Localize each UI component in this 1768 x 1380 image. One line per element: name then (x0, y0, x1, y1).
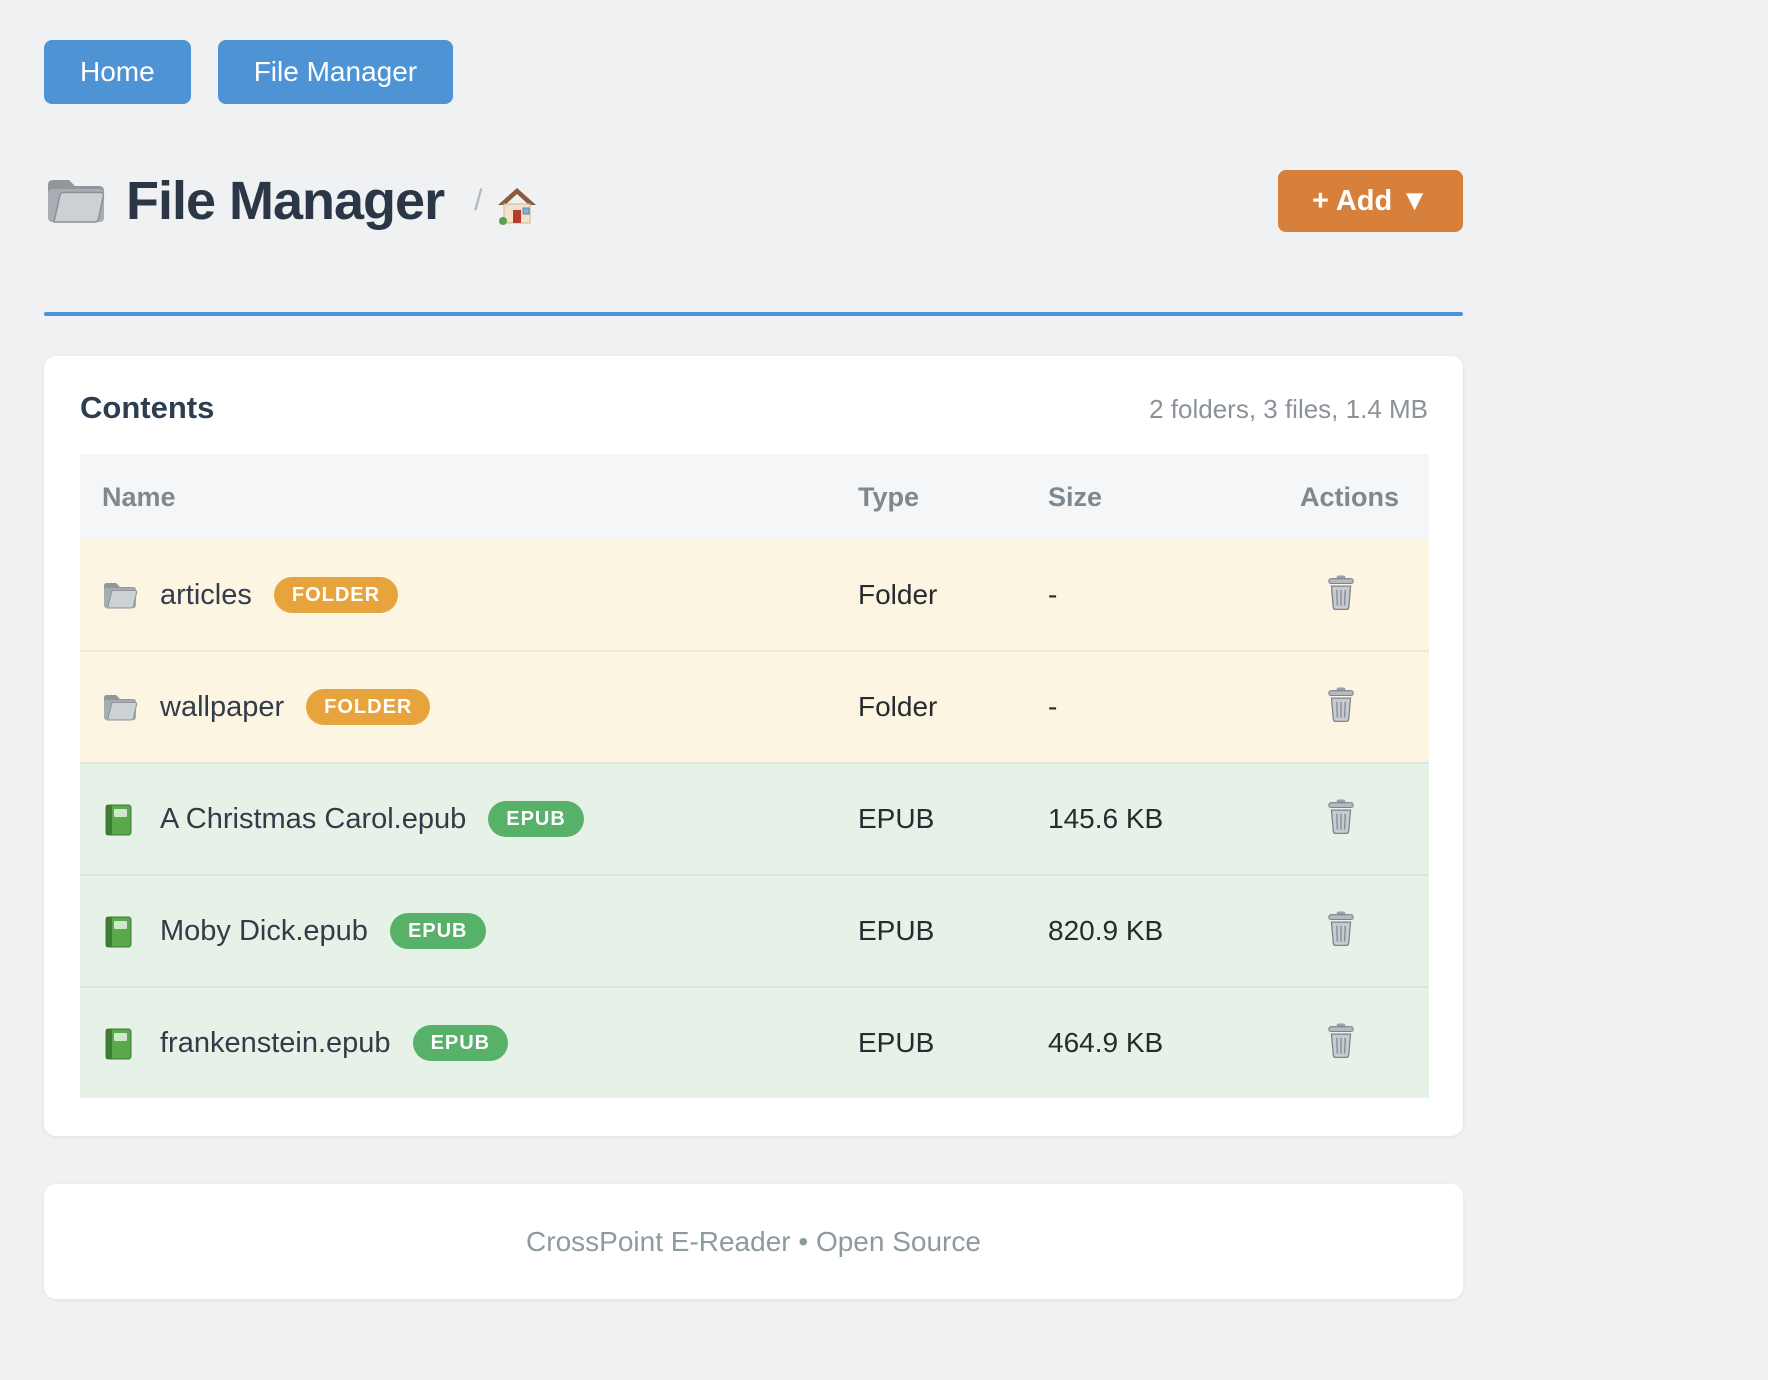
file-name: Moby Dick.epub (160, 914, 368, 947)
actions-cell (1300, 575, 1429, 616)
column-header-type: Type (858, 481, 920, 512)
file-link[interactable]: frankenstein.epub EPUB (102, 1025, 858, 1061)
epub-badge: EPUB (488, 801, 584, 837)
type-cell: EPUB (858, 1027, 935, 1058)
table-header-row: Name Type Size Actions (80, 454, 1429, 540)
type-cell: Folder (858, 579, 938, 610)
folder-link[interactable]: wallpaper FOLDER (102, 689, 858, 725)
type-cell: EPUB (858, 915, 935, 946)
add-button[interactable]: + Add ▼ (1277, 170, 1463, 232)
folder-icon (44, 175, 106, 227)
folder-link[interactable]: articles FOLDER (102, 577, 858, 613)
trash-icon (1328, 799, 1354, 834)
trash-icon (1328, 1023, 1354, 1058)
table-row: wallpaper FOLDER Folder - (80, 650, 1429, 762)
trash-icon (1328, 687, 1354, 722)
trash-icon (1328, 575, 1354, 610)
table-row: A Christmas Carol.epub EPUB EPUB 145.6 K… (80, 762, 1429, 874)
actions-cell (1300, 911, 1429, 952)
page-content: Home File Manager File Manager / + Add ▼ (44, 0, 1463, 1299)
page-header: File Manager / + Add ▼ (44, 170, 1463, 232)
file-manager-nav-button[interactable]: File Manager (217, 40, 454, 104)
size-cell: 820.9 KB (1048, 915, 1164, 946)
column-header-size: Size (1048, 481, 1103, 512)
delete-button[interactable] (1325, 687, 1357, 723)
footer: CrossPoint E-Reader • Open Source (44, 1184, 1463, 1299)
size-cell: - (1048, 691, 1058, 722)
contents-title: Contents (80, 390, 215, 425)
top-nav: Home File Manager (44, 0, 1463, 104)
size-cell: - (1048, 579, 1058, 610)
delete-button[interactable] (1325, 799, 1357, 835)
size-cell: 145.6 KB (1048, 803, 1164, 834)
file-name: articles (160, 578, 252, 611)
file-name: A Christmas Carol.epub (160, 802, 467, 835)
delete-button[interactable] (1325, 575, 1357, 611)
name-cell: frankenstein.epub EPUB (80, 1025, 858, 1061)
actions-cell (1300, 1023, 1429, 1064)
delete-button[interactable] (1325, 911, 1357, 947)
delete-button[interactable] (1325, 1023, 1357, 1059)
table-row: articles FOLDER Folder - (80, 540, 1429, 650)
trash-icon (1328, 911, 1354, 946)
folder-icon (102, 579, 138, 611)
file-name: wallpaper (160, 690, 285, 723)
file-name: frankenstein.epub (160, 1026, 391, 1059)
size-cell: 464.9 KB (1048, 1027, 1164, 1058)
contents-card-header: Contents 2 folders, 3 files, 1.4 MB (80, 390, 1428, 426)
name-cell: wallpaper FOLDER (80, 689, 858, 725)
epub-badge: EPUB (389, 913, 486, 949)
table-row: frankenstein.epub EPUB EPUB 464.9 KB (80, 986, 1429, 1098)
breadcrumb-separator: / (474, 184, 483, 217)
column-header-actions: Actions (1300, 481, 1400, 512)
book-icon (102, 1027, 138, 1060)
header-divider (44, 312, 1463, 316)
table-row: Moby Dick.epub EPUB EPUB 820.9 KB (80, 874, 1429, 986)
type-cell: EPUB (858, 803, 935, 834)
file-link[interactable]: A Christmas Carol.epub EPUB (102, 801, 858, 837)
house-icon[interactable] (496, 186, 538, 226)
file-table: Name Type Size Actions (80, 454, 1429, 1098)
actions-cell (1300, 687, 1429, 728)
actions-cell (1300, 799, 1429, 840)
folder-icon (102, 691, 138, 723)
contents-summary: 2 folders, 3 files, 1.4 MB (1149, 394, 1428, 424)
footer-text: CrossPoint E-Reader • Open Source (526, 1225, 981, 1257)
home-nav-button[interactable]: Home (44, 40, 191, 104)
name-cell: Moby Dick.epub EPUB (80, 913, 858, 949)
page-title: File Manager (126, 171, 445, 231)
column-header-name: Name (102, 481, 176, 512)
contents-card: Contents 2 folders, 3 files, 1.4 MB Name… (44, 356, 1463, 1136)
book-icon (102, 915, 138, 948)
epub-badge: EPUB (412, 1025, 509, 1061)
book-icon (102, 803, 138, 836)
folder-badge: FOLDER (306, 689, 431, 725)
folder-badge: FOLDER (273, 577, 399, 613)
name-cell: articles FOLDER (80, 577, 858, 613)
name-cell: A Christmas Carol.epub EPUB (80, 801, 858, 837)
type-cell: Folder (858, 691, 938, 722)
file-link[interactable]: Moby Dick.epub EPUB (102, 913, 858, 949)
